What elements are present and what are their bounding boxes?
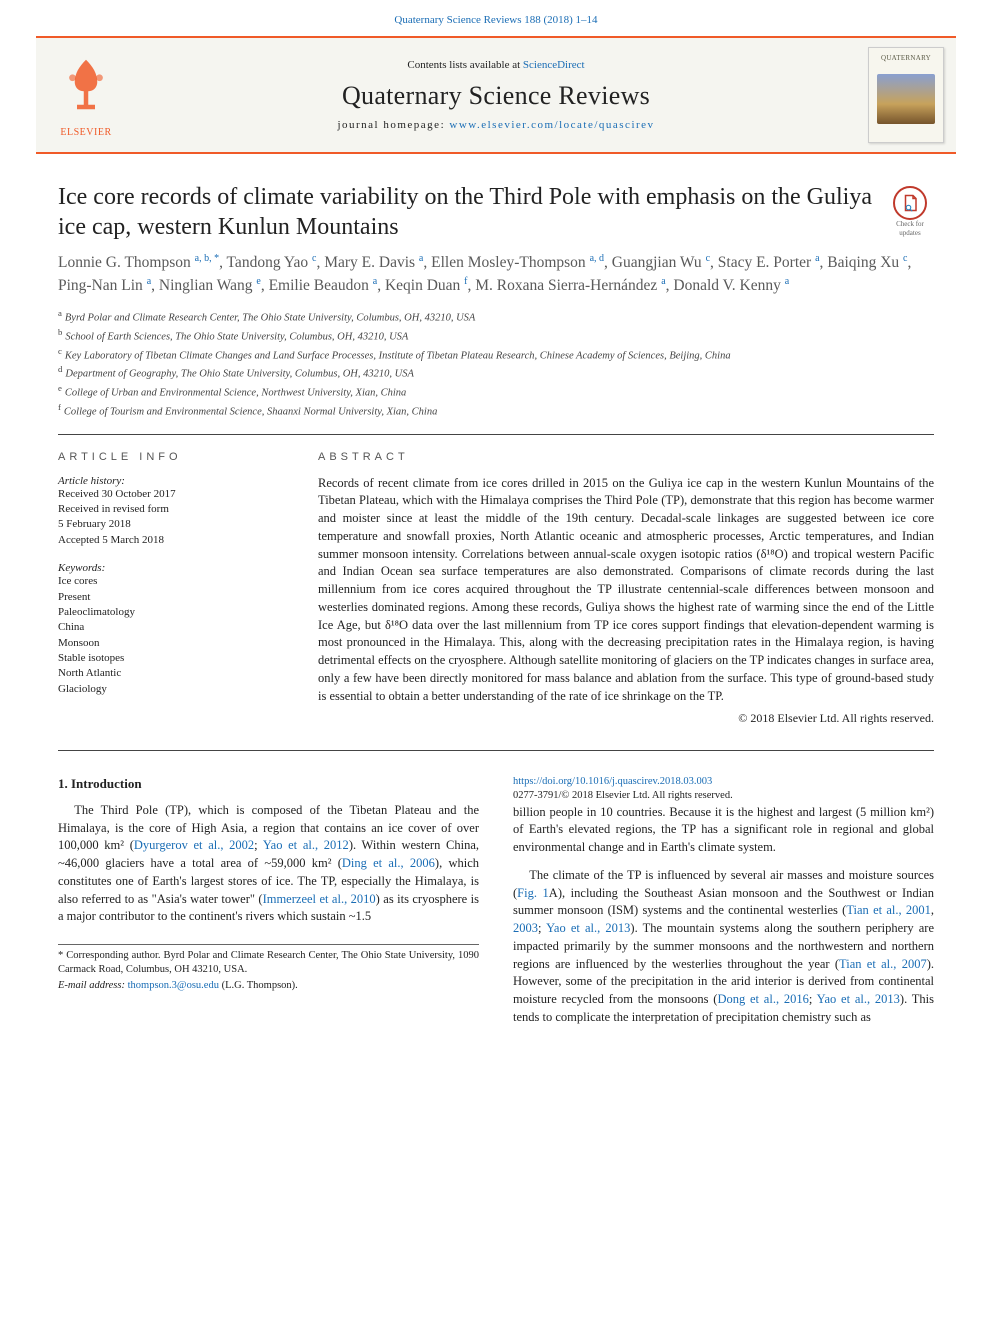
keyword: Paleoclimatology <box>58 605 278 620</box>
crossmark-label-2: updates <box>899 230 920 238</box>
paragraph: billion people in 10 countries. Because … <box>513 804 934 857</box>
email-line: E-mail address: thompson.3@osu.edu (L.G.… <box>58 979 479 993</box>
article-history-label: Article history: <box>58 475 278 487</box>
divider <box>58 750 934 751</box>
doi-block: https://doi.org/10.1016/j.quascirev.2018… <box>513 775 934 803</box>
keyword: Stable isotopes <box>58 651 278 666</box>
keyword: Glaciology <box>58 682 278 697</box>
history-line: Received in revised form <box>58 502 278 517</box>
home-prefix: journal homepage: <box>337 119 449 131</box>
corresponding-note: * Corresponding author. Byrd Polar and C… <box>58 949 479 977</box>
affiliation-line: bSchool of Earth Sciences, The Ohio Stat… <box>58 326 934 345</box>
banner-center: Contents lists available at ScienceDirec… <box>136 38 856 152</box>
journal-banner: ELSEVIER Contents lists available at Sci… <box>36 36 956 154</box>
corresponding-author-block: * Corresponding author. Byrd Polar and C… <box>58 944 479 994</box>
article-info-block: ARTICLE INFO Article history: Received 3… <box>58 451 278 727</box>
affiliation-line: cKey Laboratory of Tibetan Climate Chang… <box>58 345 934 364</box>
citation-link[interactable]: Immerzeel et al., 2010 <box>263 892 376 906</box>
sciencedirect-line: Contents lists available at ScienceDirec… <box>407 59 584 71</box>
citation-line: Quaternary Science Reviews 188 (2018) 1–… <box>0 0 992 36</box>
keywords-label: Keywords: <box>58 562 278 574</box>
citation-link[interactable]: Yao et al., 2013 <box>817 992 900 1006</box>
abstract-head: ABSTRACT <box>318 451 934 463</box>
article-history-lines: Received 30 October 2017Received in revi… <box>58 487 278 549</box>
body-text: 1. Introduction The Third Pole (TP), whi… <box>58 775 934 1026</box>
elsevier-tree-icon <box>50 53 122 125</box>
divider <box>58 434 934 435</box>
citation-link[interactable]: Tian et al., 2001 <box>846 903 931 917</box>
journal-name: Quaternary Science Reviews <box>342 81 650 111</box>
history-line: 5 February 2018 <box>58 517 278 532</box>
keyword: Present <box>58 590 278 605</box>
history-line: Accepted 5 March 2018 <box>58 533 278 548</box>
history-line: Received 30 October 2017 <box>58 487 278 502</box>
citation-link[interactable]: Ding et al., 2006 <box>342 856 435 870</box>
keywords-list: Ice coresPresentPaleoclimatologyChinaMon… <box>58 574 278 697</box>
article-title: Ice core records of climate variability … <box>58 182 874 242</box>
crossmark-icon <box>893 186 927 220</box>
journal-homepage-line: journal homepage: www.elsevier.com/locat… <box>337 119 654 131</box>
publisher-logo-box[interactable]: ELSEVIER <box>36 38 136 152</box>
paragraph: The climate of the TP is influenced by s… <box>513 867 934 1027</box>
citation-link[interactable]: Yao et al., 2012 <box>263 838 349 852</box>
affiliation-line: aByrd Polar and Climate Research Center,… <box>58 307 934 326</box>
email-link[interactable]: thompson.3@osu.edu <box>128 980 219 991</box>
journal-cover-thumbnail: QUATERNARY <box>868 47 944 143</box>
authors-list: Lonnie G. Thompson a, b, *, Tandong Yao … <box>58 252 934 297</box>
citation-link[interactable]: Tian et al., 2007 <box>839 957 927 971</box>
keyword: Monsoon <box>58 636 278 651</box>
paragraph: The Third Pole (TP), which is composed o… <box>58 802 479 926</box>
keyword: North Atlantic <box>58 666 278 681</box>
citation-link[interactable]: Quaternary Science Reviews 188 (2018) 1–… <box>394 14 597 26</box>
journal-cover-box[interactable]: QUATERNARY <box>856 38 956 152</box>
keyword: Ice cores <box>58 574 278 589</box>
journal-homepage-link[interactable]: www.elsevier.com/locate/quascirev <box>449 119 654 131</box>
citation-link[interactable]: Yao et al., 2013 <box>546 921 630 935</box>
abstract-block: ABSTRACT Records of recent climate from … <box>318 451 934 727</box>
sciencedirect-link[interactable]: ScienceDirect <box>523 59 585 71</box>
citation-link[interactable]: Dyurgerov et al., 2002 <box>134 838 254 852</box>
abstract-copyright: © 2018 Elsevier Ltd. All rights reserved… <box>318 711 934 726</box>
section-heading: 1. Introduction <box>58 775 479 793</box>
affiliation-line: eCollege of Urban and Environmental Scie… <box>58 382 934 401</box>
publisher-name: ELSEVIER <box>60 127 111 138</box>
issn-line: 0277-3791/© 2018 Elsevier Ltd. All right… <box>513 790 733 801</box>
affiliations: aByrd Polar and Climate Research Center,… <box>58 307 934 419</box>
crossmark-badge[interactable]: Check for updates <box>886 186 934 237</box>
affiliation-line: dDepartment of Geography, The Ohio State… <box>58 363 934 382</box>
keyword: China <box>58 620 278 635</box>
cover-image <box>877 74 935 124</box>
abstract-text: Records of recent climate from ice cores… <box>318 475 934 706</box>
citation-link[interactable]: 2003 <box>513 921 538 935</box>
article-info-head: ARTICLE INFO <box>58 451 278 463</box>
affiliation-line: fCollege of Tourism and Environmental Sc… <box>58 401 934 420</box>
sd-prefix: Contents lists available at <box>407 59 522 71</box>
doi-link[interactable]: https://doi.org/10.1016/j.quascirev.2018… <box>513 776 712 787</box>
citation-link[interactable]: Dong et al., 2016 <box>717 992 808 1006</box>
figure-link[interactable]: Fig. 1 <box>517 886 549 900</box>
crossmark-label-1: Check for <box>896 221 924 229</box>
cover-title: QUATERNARY <box>869 54 943 62</box>
